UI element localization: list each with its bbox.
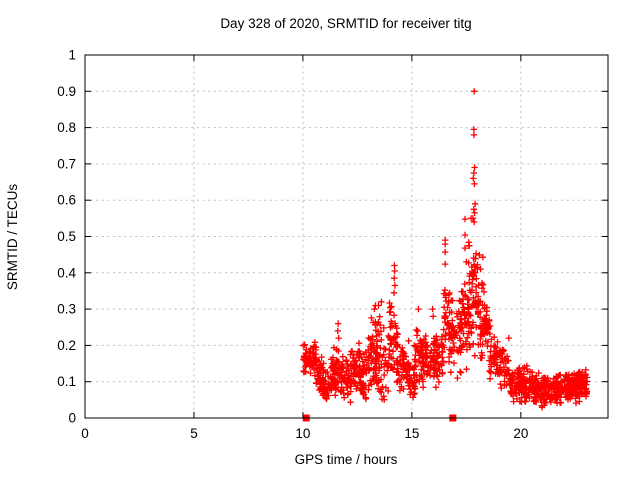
y-axis-label: SRMTID / TECUs [5,184,20,291]
y-tick-label: 0.6 [57,193,76,208]
y-tick-label: 0 [68,411,76,426]
y-tick-label: 0.8 [57,120,76,135]
tick-labels: 0 5 10 15 20 0 0.1 0.2 0.3 0.4 0.5 0.6 0.7 0.8 0.9 1 [57,48,528,442]
x-tick-label: 5 [190,426,198,441]
x-axis-label: GPS time / hours [295,452,398,467]
x-tick-label: 20 [513,426,528,441]
y-tick-label: 0.1 [57,374,76,389]
data-point-markers [300,88,591,411]
chart-title: Day 328 of 2020, SRMTID for receiver tit… [220,16,471,31]
axes-and-ticks [84,54,609,419]
x-tick-label: 15 [404,426,419,441]
y-tick-label: 0.9 [57,84,76,99]
y-tick-label: 0.3 [57,302,76,317]
y-tick-label: 0.7 [57,156,76,171]
y-tick-label: 1 [68,48,76,63]
x-tick-label: 0 [81,426,89,441]
y-tick-label: 0.5 [57,229,76,244]
x-tick-label: 10 [295,426,310,441]
y-tick-label: 0.2 [57,338,76,353]
y-tick-label: 0.4 [57,265,76,280]
